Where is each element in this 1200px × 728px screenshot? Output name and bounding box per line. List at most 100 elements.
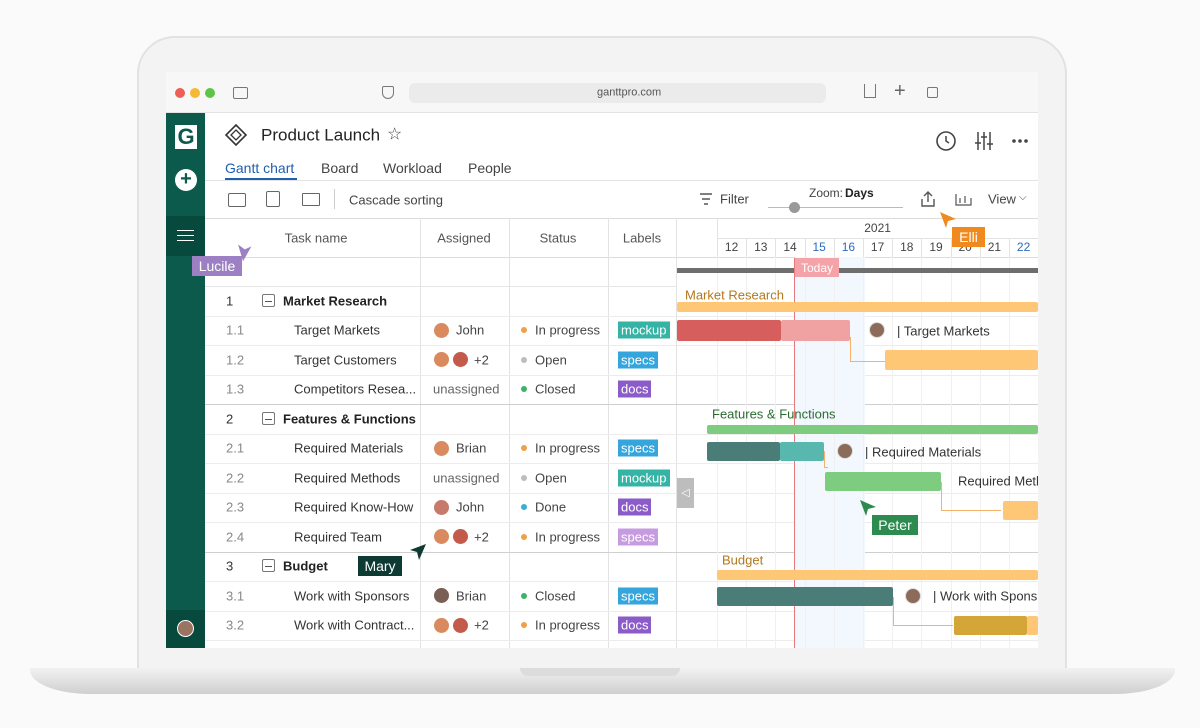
avatar — [434, 529, 449, 545]
tab[interactable]: Workload — [383, 160, 442, 176]
row-line — [205, 640, 1038, 641]
avatar — [453, 529, 468, 545]
day-grid — [833, 257, 835, 648]
tab[interactable]: Board — [321, 160, 359, 176]
collapse-box[interactable] — [262, 559, 275, 573]
row-line — [205, 551, 1038, 553]
sidebar-icon[interactable] — [233, 87, 248, 99]
task-id: 1.2 — [226, 352, 245, 368]
status-dot — [521, 622, 527, 629]
status-dot — [521, 356, 527, 363]
day-line — [833, 238, 835, 257]
cursor-name: Lucile — [198, 258, 236, 274]
avatar — [453, 352, 468, 368]
collapse-handle[interactable]: ◁ — [677, 478, 694, 508]
filter-icon — [700, 193, 712, 205]
screen: ganttpro.com + G + Product Launch ☆ Casc… — [166, 72, 1038, 648]
url-box[interactable]: ganttpro.com — [409, 83, 826, 103]
maximize-dot[interactable] — [205, 88, 215, 98]
assignee-more: +2 — [474, 352, 489, 368]
project-title: Product Launch — [261, 125, 381, 145]
task-id: 1 — [226, 293, 234, 309]
avatar — [434, 499, 449, 515]
shield-icon[interactable] — [382, 86, 394, 99]
bar-label: Features & Functions — [712, 406, 836, 422]
day-line — [863, 238, 864, 257]
new-tab-icon[interactable]: + — [894, 80, 906, 102]
add-button[interactable]: + — [175, 169, 197, 191]
toolbar-icon[interactable] — [302, 193, 320, 206]
logo[interactable]: G — [175, 125, 197, 149]
gantt-bar — [780, 442, 824, 461]
row-line — [205, 433, 1038, 435]
cursor-label: Lucile — [192, 256, 242, 276]
task-label: specs — [618, 528, 658, 546]
connector — [824, 467, 828, 468]
gantt-bar — [825, 472, 941, 491]
bar-label: | Required Materials — [865, 444, 982, 460]
day-line — [921, 238, 923, 257]
year-row-line — [717, 238, 1038, 239]
gantt-bar — [677, 320, 781, 341]
view-caret: ⌵ — [1019, 192, 1027, 203]
view-menu[interactable]: View — [988, 191, 1016, 207]
assignee: John — [456, 499, 485, 515]
connector — [850, 361, 885, 362]
column-header[interactable]: Task name — [284, 230, 348, 246]
column-header[interactable]: Status — [539, 230, 577, 246]
collapse-box[interactable] — [262, 293, 275, 307]
day: 19 — [929, 240, 943, 254]
task-id: 2 — [226, 411, 234, 427]
menu-icon[interactable] — [177, 230, 194, 241]
column-header[interactable]: Labels — [622, 230, 662, 246]
task-name: Required Know-How — [294, 499, 414, 515]
connector — [893, 625, 953, 626]
row-line — [205, 463, 1038, 464]
browser-bar: ganttpro.com + — [166, 72, 1038, 113]
toolbar-divider — [334, 189, 335, 209]
task-id: 3 — [226, 558, 234, 574]
toolbar-icon[interactable] — [228, 193, 246, 207]
task-id: 2.1 — [226, 440, 245, 456]
toolbar-icon[interactable] — [266, 191, 280, 207]
column-header[interactable]: Assigned — [437, 230, 491, 246]
collapse-box[interactable] — [262, 411, 275, 425]
status: In progress — [535, 529, 601, 545]
share-icon[interactable] — [864, 84, 876, 98]
assignee: Brian — [456, 440, 487, 456]
avatar — [434, 322, 449, 338]
filter[interactable]: Filter — [720, 191, 749, 207]
group-name: Features & Functions — [283, 411, 416, 427]
status: Open — [535, 470, 567, 486]
day: 13 — [754, 240, 768, 254]
gantt-bar — [707, 425, 1038, 434]
zoom-knob[interactable] — [789, 202, 800, 213]
minimize-dot[interactable] — [190, 88, 200, 98]
task-name: Target Markets — [294, 322, 380, 338]
status-dot — [521, 533, 527, 540]
group-name: Budget — [283, 558, 328, 574]
export-icons — [921, 191, 972, 207]
bar-label: Budget — [722, 552, 764, 568]
zoom-label: Zoom: — [809, 186, 844, 200]
year: 2021 — [864, 221, 891, 235]
close-dot[interactable] — [175, 88, 185, 98]
gantt-bar — [707, 442, 780, 461]
day-grid — [921, 257, 923, 648]
tab[interactable]: Gantt chart — [225, 160, 295, 176]
row-line — [205, 404, 1038, 405]
laptop-notch — [520, 668, 680, 676]
cursor-label: Elli — [952, 227, 985, 247]
gantt-bar — [1003, 501, 1038, 520]
tabs-icon[interactable] — [927, 87, 938, 98]
tab[interactable]: People — [468, 160, 512, 176]
zoom-slider[interactable] — [768, 207, 903, 208]
task-label: docs — [618, 380, 652, 398]
day-grid — [979, 257, 981, 648]
user-avatar[interactable] — [177, 620, 194, 637]
bar-label: | Work with Spons — [933, 588, 1038, 604]
star-icon[interactable]: ☆ — [387, 124, 403, 144]
zoom-value: Days — [845, 186, 874, 200]
cascade-sorting[interactable]: Cascade sorting — [349, 192, 443, 208]
